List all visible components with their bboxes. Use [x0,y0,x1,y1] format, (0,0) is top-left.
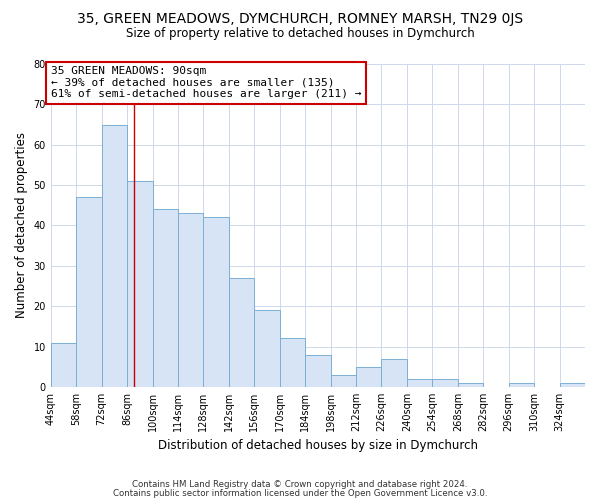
Bar [407,379,433,387]
Bar [382,358,407,387]
Bar [560,383,585,387]
Text: Size of property relative to detached houses in Dymchurch: Size of property relative to detached ho… [125,28,475,40]
Bar [280,338,305,387]
Bar [152,210,178,387]
Bar [127,181,152,387]
Y-axis label: Number of detached properties: Number of detached properties [15,132,28,318]
Bar [331,375,356,387]
Bar [51,342,76,387]
Bar [356,366,382,387]
X-axis label: Distribution of detached houses by size in Dymchurch: Distribution of detached houses by size … [158,440,478,452]
Bar [305,354,331,387]
Bar [433,379,458,387]
Bar [101,124,127,387]
Bar [229,278,254,387]
Text: Contains HM Land Registry data © Crown copyright and database right 2024.: Contains HM Land Registry data © Crown c… [132,480,468,489]
Bar [458,383,483,387]
Text: 35 GREEN MEADOWS: 90sqm
← 39% of detached houses are smaller (135)
61% of semi-d: 35 GREEN MEADOWS: 90sqm ← 39% of detache… [51,66,361,99]
Bar [178,214,203,387]
Text: 35, GREEN MEADOWS, DYMCHURCH, ROMNEY MARSH, TN29 0JS: 35, GREEN MEADOWS, DYMCHURCH, ROMNEY MAR… [77,12,523,26]
Bar [509,383,534,387]
Text: Contains public sector information licensed under the Open Government Licence v3: Contains public sector information licen… [113,489,487,498]
Bar [203,218,229,387]
Bar [76,197,101,387]
Bar [254,310,280,387]
